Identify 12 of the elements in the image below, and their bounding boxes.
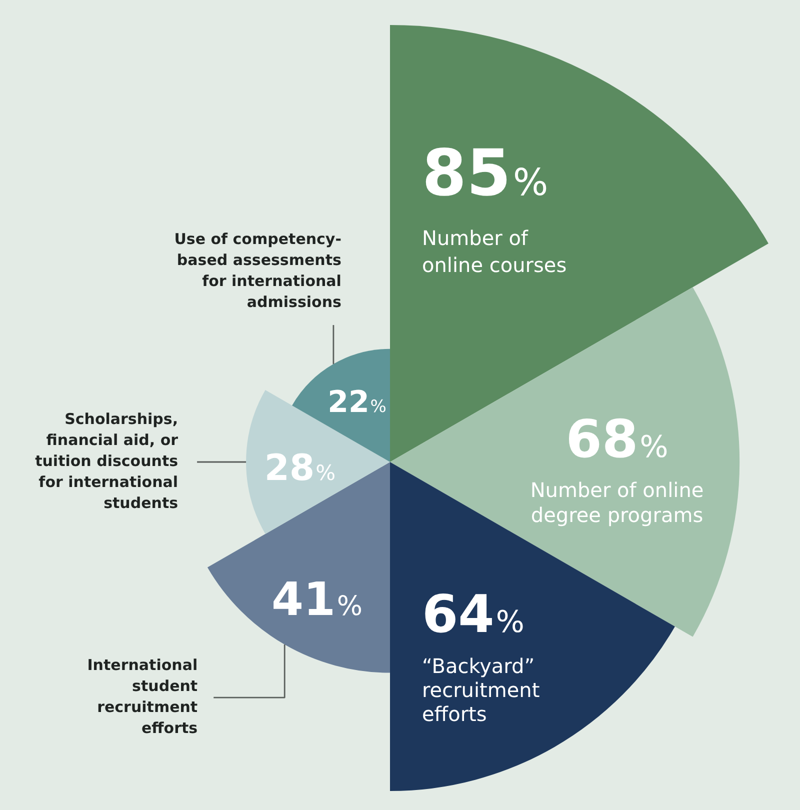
data-label: 68%	[566, 410, 668, 470]
data-label: 22%	[328, 385, 386, 420]
category-label: Number of online degree programs	[530, 478, 704, 527]
category-label: “Backyard” recruitment efforts	[422, 654, 540, 726]
data-label: 64%	[422, 585, 524, 645]
data-label: 28%	[264, 448, 336, 489]
category-label: Use of competency-based assessments for international admissions	[174, 230, 342, 311]
category-label: Number of online courses	[422, 226, 567, 277]
category-label: Scholarships, financial aid, or tuition discounts for international students	[35, 410, 179, 512]
category-label: International student recruitment efforts	[87, 656, 198, 737]
data-label: 41%	[271, 572, 363, 626]
data-label: 85%	[422, 137, 548, 211]
